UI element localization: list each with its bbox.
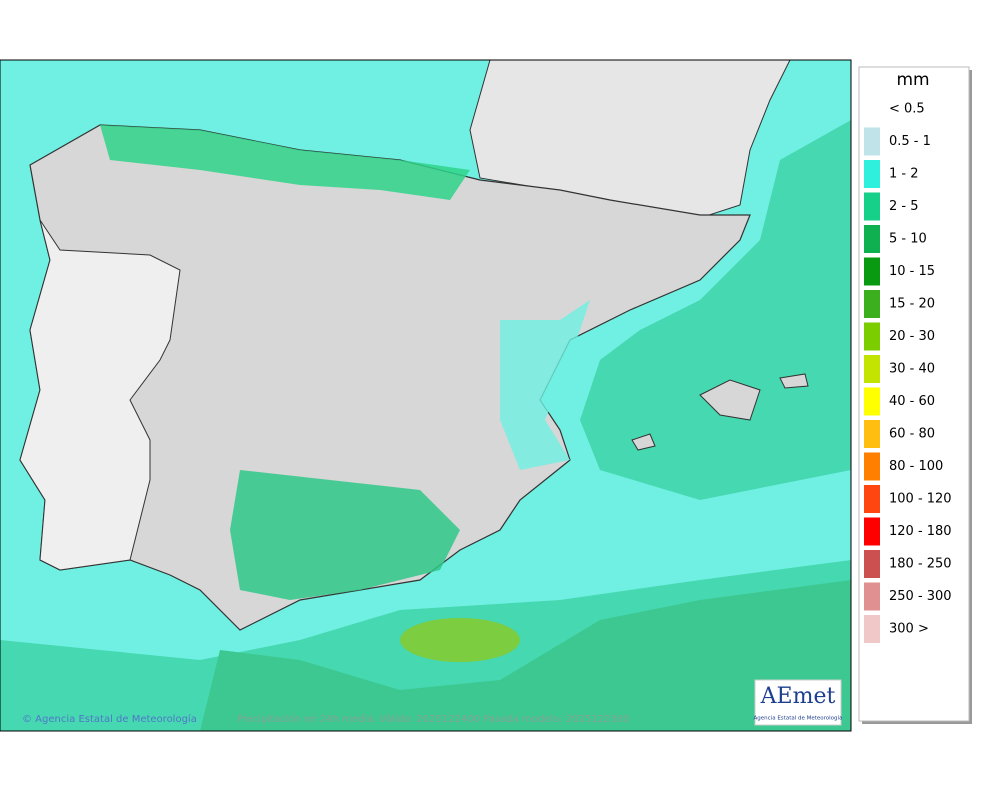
legend-swatch <box>864 615 880 643</box>
logo: AEmet <box>760 684 836 709</box>
legend-swatch <box>864 517 880 546</box>
legend-swatch <box>864 452 880 481</box>
legend-swatch <box>864 485 880 513</box>
legend-label: 0.5 - 1 <box>889 134 931 149</box>
rain-area <box>230 470 460 600</box>
legend: mm < 0.5 0.5 - 1 1 - 2 2 - 5 5 - 10 10 - 15 15… <box>858 66 972 724</box>
legend-label: < 0.5 <box>889 102 925 117</box>
caption: Precipitación en 24h media. Válido: 2025… <box>237 713 629 725</box>
legend-swatch <box>864 127 880 156</box>
legend-title: mm <box>896 70 929 90</box>
legend-label: 300 > <box>889 622 929 637</box>
legend-label: 60 - 80 <box>889 427 935 442</box>
legend-swatch <box>864 420 880 448</box>
rain-area <box>100 125 470 200</box>
legend-label: 120 - 180 <box>889 524 952 539</box>
balearic <box>631 433 656 451</box>
map-frame <box>0 59 852 732</box>
legend-label: 250 - 300 <box>889 589 952 604</box>
legend-label: 2 - 5 <box>889 199 919 214</box>
legend-swatch <box>864 257 880 286</box>
legend-label: 180 - 250 <box>889 557 952 572</box>
legend-label: 100 - 120 <box>889 492 952 507</box>
legend-swatch <box>864 550 880 578</box>
legend-label: 20 - 30 <box>889 329 935 344</box>
legend-label: 15 - 20 <box>889 297 935 312</box>
legend-swatch <box>864 387 880 416</box>
legend-swatch <box>864 355 880 383</box>
legend-swatch <box>864 290 880 318</box>
legend-label: 40 - 60 <box>889 394 935 409</box>
legend-swatch <box>864 225 880 253</box>
logo-box <box>754 679 842 726</box>
legend-label: 1 - 2 <box>889 167 919 182</box>
legend-swatch <box>864 322 880 351</box>
legend-swatch <box>864 582 880 611</box>
africa <box>200 580 851 731</box>
balearic <box>779 373 809 389</box>
legend-label: 10 - 15 <box>889 264 935 279</box>
legend-swatch <box>864 192 880 221</box>
rain-area <box>400 618 520 662</box>
portugal <box>19 219 181 571</box>
legend-label: 80 - 100 <box>889 459 943 474</box>
credit: © Agencia Estatal de Meteorología <box>22 713 197 725</box>
legend-label: 30 - 40 <box>889 362 935 377</box>
map: © Agencia Estatal de Meteorología Precip… <box>0 59 852 732</box>
legend-label: 5 - 10 <box>889 232 927 247</box>
rain-area <box>500 300 590 470</box>
logo-subtitle: Agencia Estatal de Meteorología <box>754 715 843 722</box>
legend-swatch <box>864 160 880 188</box>
balearic <box>699 379 761 421</box>
